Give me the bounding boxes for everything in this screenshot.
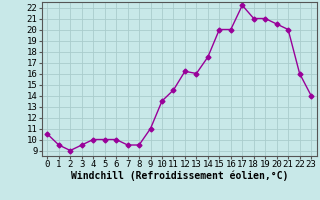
X-axis label: Windchill (Refroidissement éolien,°C): Windchill (Refroidissement éolien,°C) [70,171,288,181]
